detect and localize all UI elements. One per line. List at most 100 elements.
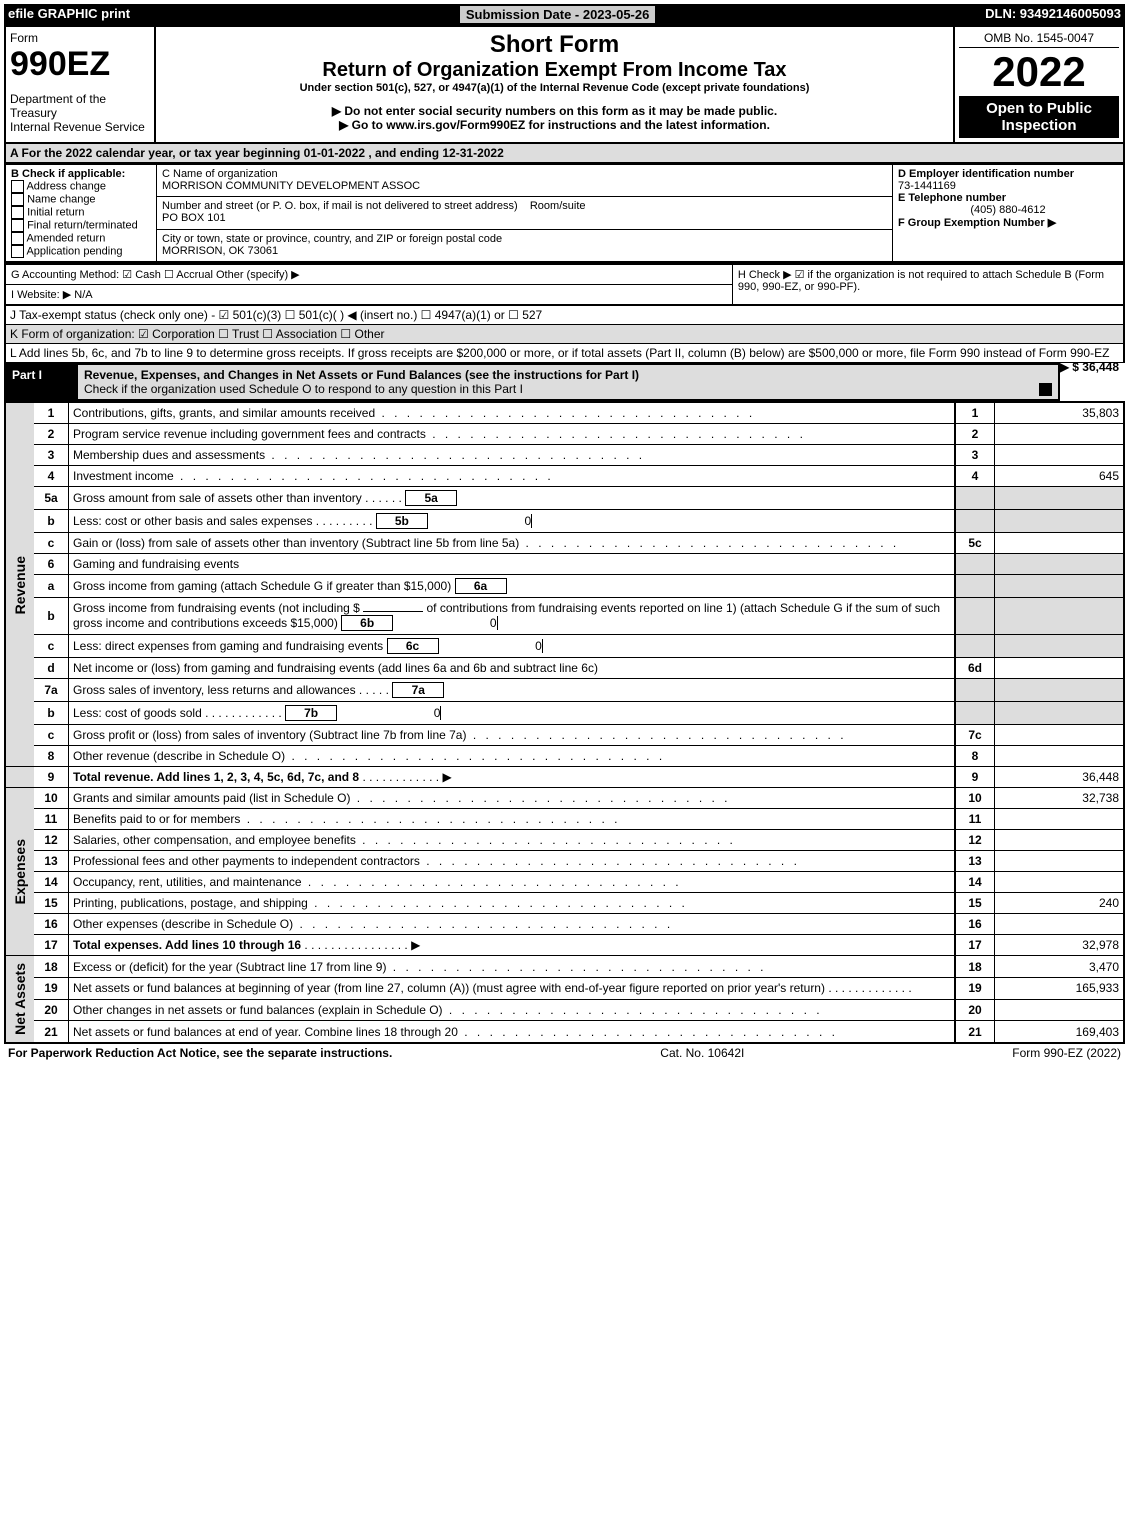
amt-19: 165,933: [995, 978, 1125, 1000]
checkbox-final-return[interactable]: [11, 219, 24, 232]
ln-6c-desc: Less: direct expenses from gaming and fu…: [73, 639, 383, 653]
form-label: Form: [10, 31, 150, 45]
section-k: K Form of organization: ☑ Corporation ☐ …: [4, 325, 1125, 344]
ln-6d-desc: Net income or (loss) from gaming and fun…: [69, 658, 956, 679]
amt-6d: [995, 658, 1125, 679]
ln-21-desc: Net assets or fund balances at end of ye…: [73, 1025, 838, 1039]
amt-21: 169,403: [995, 1021, 1125, 1043]
nc-6-shade: [955, 554, 995, 575]
nc-12: 12: [955, 830, 995, 851]
city-label: City or town, state or province, country…: [162, 233, 502, 245]
ln-5a: 5a: [34, 487, 69, 510]
header-left: Form 990EZ Department of the Treasury In…: [6, 27, 156, 142]
amt-15: 240: [995, 893, 1125, 914]
nc-14: 14: [955, 872, 995, 893]
footer-left: For Paperwork Reduction Act Notice, see …: [8, 1046, 392, 1060]
ln-3: 3: [34, 445, 69, 466]
ln-10-desc: Grants and similar amounts paid (list in…: [73, 791, 731, 805]
checkbox-application-pending[interactable]: [11, 245, 24, 258]
amt-7a-shade: [995, 679, 1125, 702]
efile-label: efile GRAPHIC print: [8, 6, 130, 23]
amt-7b-shade: [995, 702, 1125, 725]
nc-5a-shade: [955, 487, 995, 510]
amt-6a-shade: [995, 575, 1125, 598]
expenses-tab: Expenses: [10, 835, 30, 908]
ln-2-desc: Program service revenue including govern…: [73, 427, 806, 441]
ln-13-desc: Professional fees and other payments to …: [73, 854, 800, 868]
open-to-public: Open to Public Inspection: [959, 96, 1119, 138]
amt-1: 35,803: [995, 402, 1125, 424]
ln-12-desc: Salaries, other compensation, and employ…: [73, 833, 736, 847]
ln-15-desc: Printing, publications, postage, and shi…: [73, 896, 688, 910]
nc-4: 4: [955, 466, 995, 487]
ln-1: 1: [34, 402, 69, 424]
omb-number: OMB No. 1545-0047: [959, 31, 1119, 48]
checkbox-address-change[interactable]: [11, 180, 24, 193]
ln-6-desc: Gaming and fundraising events: [69, 554, 956, 575]
org-name: MORRISON COMMUNITY DEVELOPMENT ASSOC: [162, 180, 420, 192]
revenue-tab: Revenue: [10, 552, 30, 618]
sub-6b: 6b: [341, 615, 393, 631]
ln-8-desc: Other revenue (describe in Schedule O): [73, 749, 665, 763]
ln-6b-blank: [363, 611, 423, 612]
ln-4: 4: [34, 466, 69, 487]
sub-6c: 6c: [387, 638, 439, 654]
ln-7b: b: [34, 702, 69, 725]
part-i-title: Revenue, Expenses, and Changes in Net As…: [84, 368, 639, 382]
section-h: H Check ▶ ☑ if the organization is not r…: [732, 264, 1124, 305]
ln-8: 8: [34, 746, 69, 767]
ln-6a-desc: Gross income from gaming (attach Schedul…: [73, 579, 451, 593]
nc-20: 20: [955, 999, 995, 1021]
nc-18: 18: [955, 956, 995, 978]
ein-value: 73-1441169: [898, 180, 956, 192]
city-value: MORRISON, OK 73061: [162, 245, 278, 257]
amt-13: [995, 851, 1125, 872]
info-table: B Check if applicable: Address change Na…: [4, 163, 1125, 263]
nc-6a-shade: [955, 575, 995, 598]
nc-6c-shade: [955, 635, 995, 658]
ln-4-desc: Investment income: [73, 469, 554, 483]
nc-21: 21: [955, 1021, 995, 1043]
room-label: Room/suite: [530, 200, 586, 212]
ln-5c: c: [34, 533, 69, 554]
nc-15: 15: [955, 893, 995, 914]
amt-8: [995, 746, 1125, 767]
ln-6b: b: [34, 598, 69, 635]
nc-5c: 5c: [955, 533, 995, 554]
section-g: G Accounting Method: ☑ Cash ☐ Accrual Ot…: [5, 264, 732, 285]
section-l-amount: ▶ $ 36,448: [1060, 360, 1119, 374]
title-main: Return of Organization Exempt From Incom…: [160, 59, 949, 82]
checkbox-name-change[interactable]: [11, 193, 24, 206]
ln-2: 2: [34, 424, 69, 445]
ln-9-desc: Total revenue. Add lines 1, 2, 3, 4, 5c,…: [73, 770, 359, 784]
amt-3: [995, 445, 1125, 466]
amt-18: 3,470: [995, 956, 1125, 978]
ln-12: 12: [34, 830, 69, 851]
dept-label: Department of the Treasury: [10, 92, 150, 120]
amt-2: [995, 424, 1125, 445]
nc-16: 16: [955, 914, 995, 935]
cb-label-5: Application pending: [26, 245, 122, 257]
ln-20: 20: [34, 999, 69, 1021]
section-c-name-label: C Name of organization: [162, 168, 278, 180]
amt-17: 32,978: [995, 935, 1125, 956]
ln-7c-desc: Gross profit or (loss) from sales of inv…: [73, 728, 847, 742]
section-l-text: L Add lines 5b, 6c, and 7b to line 9 to …: [10, 346, 1109, 360]
ln-14: 14: [34, 872, 69, 893]
nc-7b-shade: [955, 702, 995, 725]
checkbox-initial-return[interactable]: [11, 206, 24, 219]
top-bar: efile GRAPHIC print Submission Date - 20…: [4, 4, 1125, 25]
nc-7a-shade: [955, 679, 995, 702]
checkbox-schedule-o[interactable]: [1039, 383, 1052, 396]
tax-year: 2022: [959, 48, 1119, 96]
nc-1: 1: [955, 402, 995, 424]
ln-6: 6: [34, 554, 69, 575]
ln-15: 15: [34, 893, 69, 914]
form-header: Form 990EZ Department of the Treasury In…: [4, 25, 1125, 144]
ln-13: 13: [34, 851, 69, 872]
checkbox-amended-return[interactable]: [11, 232, 24, 245]
subtitle: Under section 501(c), 527, or 4947(a)(1)…: [160, 82, 949, 94]
ln-7b-desc: Less: cost of goods sold: [73, 706, 202, 720]
nc-6d: 6d: [955, 658, 995, 679]
lines-table: Revenue 1 Contributions, gifts, grants, …: [4, 401, 1125, 1044]
